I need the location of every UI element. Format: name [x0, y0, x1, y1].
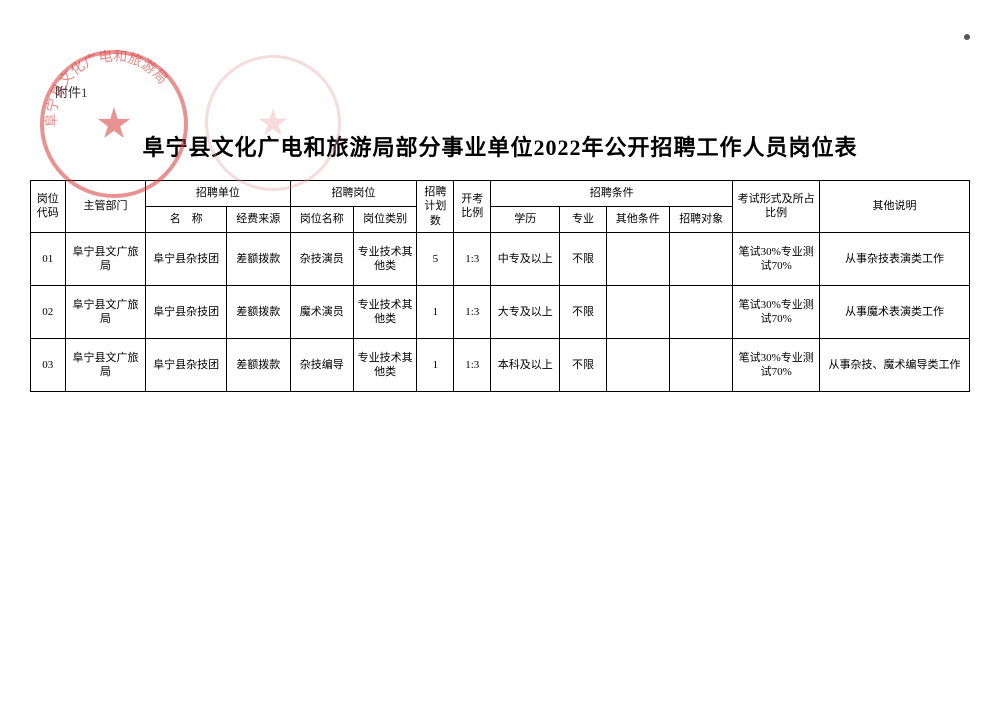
col-post-group: 招聘岗位	[290, 181, 417, 207]
cell-dept: 阜宁县文广旅局	[65, 285, 146, 338]
table-row: 03阜宁县文广旅局阜宁县杂技团差额拨款杂技编导专业技术其他类11:3本科及以上不…	[31, 338, 970, 391]
cell-edu: 本科及以上	[491, 338, 560, 391]
page-title: 阜宁县文化广电和旅游局部分事业单位2022年公开招聘工作人员岗位表	[30, 130, 970, 162]
cell-post_name: 魔术演员	[290, 285, 353, 338]
cell-ratio: 1:3	[454, 232, 491, 285]
cell-dept: 阜宁县文广旅局	[65, 232, 146, 285]
scan-artifact-dot	[964, 34, 970, 40]
cell-exam: 笔试30%专业测试70%	[733, 285, 820, 338]
col-cond-group: 招聘条件	[491, 181, 733, 207]
col-code: 岗位代码	[31, 181, 66, 233]
cell-ratio: 1:3	[454, 338, 491, 391]
cell-notes: 从事杂技、魔术编导类工作	[819, 338, 969, 391]
cell-major: 不限	[560, 285, 606, 338]
cell-post_name: 杂技编导	[290, 338, 353, 391]
table-row: 01阜宁县文广旅局阜宁县杂技团差额拨款杂技演员专业技术其他类51:3中专及以上不…	[31, 232, 970, 285]
official-seal-2	[205, 55, 341, 191]
cell-edu: 大专及以上	[491, 285, 560, 338]
cell-plan: 1	[417, 338, 454, 391]
document-page: 阜宁县文化广电和旅游局 附件1 阜宁县文化广电和旅游局部分事业单位2022年公开…	[0, 0, 1000, 704]
cell-notes: 从事魔术表演类工作	[819, 285, 969, 338]
cell-target	[669, 232, 732, 285]
cell-notes: 从事杂技表演类工作	[819, 232, 969, 285]
official-seal-1	[40, 50, 188, 198]
cell-unit_name: 阜宁县杂技团	[146, 232, 227, 285]
cell-other_cond	[606, 232, 669, 285]
col-unit-group: 招聘单位	[146, 181, 290, 207]
col-other-cond: 其他条件	[606, 206, 669, 232]
cell-plan: 5	[417, 232, 454, 285]
cell-unit_name: 阜宁县杂技团	[146, 285, 227, 338]
col-ratio: 开考比例	[454, 181, 491, 233]
cell-target	[669, 338, 732, 391]
col-edu: 学历	[491, 206, 560, 232]
cell-edu: 中专及以上	[491, 232, 560, 285]
col-plan: 招聘计划数	[417, 181, 454, 233]
cell-unit_fund: 差额拨款	[227, 338, 290, 391]
col-major: 专业	[560, 206, 606, 232]
cell-unit_fund: 差额拨款	[227, 285, 290, 338]
cell-exam: 笔试30%专业测试70%	[733, 338, 820, 391]
seal-1-text: 阜宁县文化广电和旅游局	[40, 50, 188, 198]
cell-code: 03	[31, 338, 66, 391]
col-post-type: 岗位类别	[353, 206, 416, 232]
attachment-label: 附件1	[55, 82, 88, 101]
col-dept: 主管部门	[65, 181, 146, 233]
cell-post_type: 专业技术其他类	[353, 338, 416, 391]
cell-unit_fund: 差额拨款	[227, 232, 290, 285]
cell-major: 不限	[560, 338, 606, 391]
col-exam: 考试形式及所占比例	[733, 181, 820, 233]
cell-post_type: 专业技术其他类	[353, 285, 416, 338]
cell-ratio: 1:3	[454, 285, 491, 338]
cell-dept: 阜宁县文广旅局	[65, 338, 146, 391]
table-row: 02阜宁县文广旅局阜宁县杂技团差额拨款魔术演员专业技术其他类11:3大专及以上不…	[31, 285, 970, 338]
cell-post_type: 专业技术其他类	[353, 232, 416, 285]
cell-other_cond	[606, 338, 669, 391]
cell-unit_name: 阜宁县杂技团	[146, 338, 227, 391]
cell-other_cond	[606, 285, 669, 338]
col-notes: 其他说明	[819, 181, 969, 233]
cell-exam: 笔试30%专业测试70%	[733, 232, 820, 285]
col-target: 招聘对象	[669, 206, 732, 232]
cell-code: 01	[31, 232, 66, 285]
col-unit-name: 名 称	[146, 206, 227, 232]
col-unit-fund: 经费来源	[227, 206, 290, 232]
cell-post_name: 杂技演员	[290, 232, 353, 285]
cell-code: 02	[31, 285, 66, 338]
cell-major: 不限	[560, 232, 606, 285]
header-row-1: 岗位代码 主管部门 招聘单位 招聘岗位 招聘计划数 开考比例 招聘条件 考试形式…	[31, 181, 970, 207]
positions-table: 岗位代码 主管部门 招聘单位 招聘岗位 招聘计划数 开考比例 招聘条件 考试形式…	[30, 180, 970, 392]
cell-target	[669, 285, 732, 338]
cell-plan: 1	[417, 285, 454, 338]
col-post-name: 岗位名称	[290, 206, 353, 232]
